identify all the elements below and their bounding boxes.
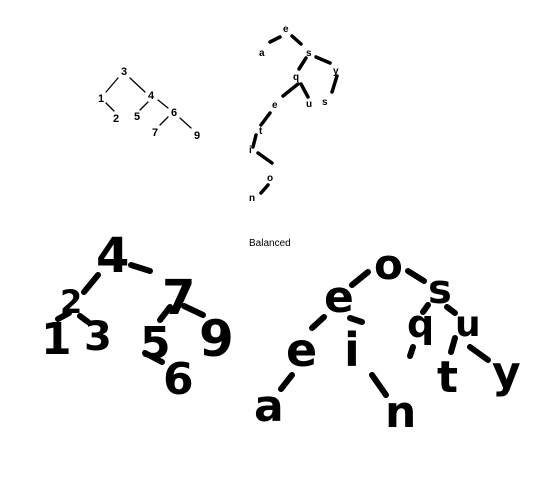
node-e: e <box>283 24 289 35</box>
node-t: t <box>259 126 263 137</box>
node-t: t <box>437 352 458 403</box>
node-1: 1 <box>98 93 104 105</box>
numeric-balanced-tree: 4 2 1 3 7 5 6 9 <box>41 228 234 405</box>
node-i: i <box>344 323 360 377</box>
node-4: 4 <box>148 90 155 102</box>
node-6: 6 <box>171 107 177 119</box>
node-9: 9 <box>199 310 234 368</box>
node-7: 7 <box>162 270 195 326</box>
numeric-unbalanced-tree: 3 1 2 4 5 6 7 9 <box>98 66 200 142</box>
node-y: y <box>492 347 521 398</box>
node-4: 4 <box>96 228 129 284</box>
node-u: u <box>455 304 481 345</box>
balanced-caption: Balanced <box>249 238 291 249</box>
node-5: 5 <box>134 111 140 123</box>
node-9: 9 <box>194 130 200 142</box>
letter-balanced-tree: o e e a i n s q u t y <box>254 240 521 438</box>
node-e-inner: e <box>286 323 317 377</box>
node-a: a <box>259 48 265 59</box>
node-a: a <box>254 381 284 432</box>
node-e-inner: e <box>272 100 278 111</box>
node-6: 6 <box>163 354 194 405</box>
node-i: i <box>249 145 252 156</box>
node-s: s <box>428 267 452 313</box>
node-u: u <box>306 99 312 110</box>
node-o: o <box>267 173 273 184</box>
node-e: e <box>324 272 354 323</box>
node-n: n <box>385 387 416 438</box>
node-q: q <box>293 72 299 83</box>
node-7: 7 <box>152 127 158 139</box>
node-5: 5 <box>140 318 171 369</box>
node-o: o <box>374 240 403 289</box>
node-n: n <box>249 193 255 204</box>
node-3: 3 <box>121 66 127 78</box>
node-s-leaf: s <box>322 97 328 108</box>
letter-unbalanced-tree: e a s q y u s e t i o n <box>249 24 339 204</box>
node-y: y <box>333 66 339 77</box>
node-2: 2 <box>113 113 119 125</box>
node-s: s <box>306 48 312 59</box>
node-1: 1 <box>41 314 72 365</box>
node-3: 3 <box>84 314 112 360</box>
node-2: 2 <box>60 283 82 321</box>
node-q: q <box>407 302 434 346</box>
